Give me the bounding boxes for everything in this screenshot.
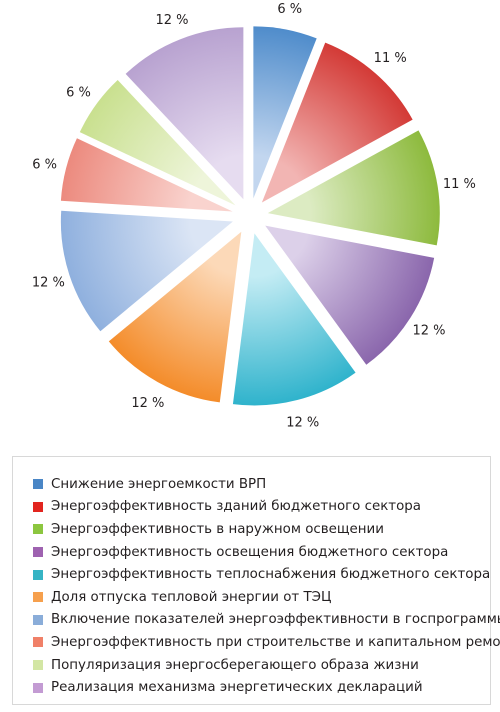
legend-item: Энергоэффективность освещения бюджетного… — [33, 541, 490, 564]
slice-value-label: 6 % — [32, 157, 57, 172]
slice-value-label: 12 % — [286, 415, 319, 430]
legend-label: Энергоэффективность в наружном освещении — [51, 521, 384, 537]
slice-value-label: 12 % — [32, 276, 65, 291]
pie-slice — [265, 225, 435, 365]
pie-slices — [60, 26, 440, 406]
slice-value-label: 12 % — [155, 13, 188, 28]
pie-slice — [232, 233, 356, 406]
slice-value-label: 6 % — [66, 85, 91, 100]
legend-swatch — [33, 592, 43, 603]
pie-slice — [267, 130, 440, 246]
legend-item: Доля отпуска тепловой энергии от ТЭЦ — [33, 586, 490, 609]
legend-item: Популяризация энергосберегающего образа … — [33, 654, 490, 677]
legend-label: Энергоэффективность теплоснабжения бюдже… — [51, 567, 491, 583]
legend-swatch — [33, 501, 43, 512]
slice-value-label: 12 % — [131, 396, 164, 411]
legend-item: Реализация механизма энергетических декл… — [33, 676, 490, 699]
legend-swatch — [33, 637, 43, 648]
legend-item: Энергоэффективность в наружном освещении — [33, 518, 490, 541]
pie-slice — [108, 231, 242, 403]
pie-slice — [261, 42, 413, 203]
legend-swatch — [33, 569, 43, 580]
legend-label: Энергоэффективность зданий бюджетного се… — [51, 499, 422, 515]
legend-label: Реализация механизма энергетических декл… — [51, 680, 423, 696]
legend-swatch — [33, 614, 43, 625]
legend-swatch — [33, 660, 43, 671]
slice-value-label: 12 % — [412, 324, 445, 339]
legend-item: Снижение энергоемкости ВРП — [33, 473, 490, 496]
slice-value-label: 6 % — [277, 2, 302, 17]
pie-slice — [79, 80, 236, 206]
slice-value-label: 11 % — [443, 177, 476, 192]
legend-swatch — [33, 547, 43, 558]
pie-slice — [125, 27, 244, 200]
legend-item: Включение показателей энергоэффективност… — [33, 609, 500, 632]
pie-chart: 6 % 11 % 11 % 12 % 12 % 12 % 12 % 6 % 6 % 12 % — [32, 2, 476, 431]
legend-item: Энергоэффективность зданий бюджетного се… — [33, 496, 490, 519]
legend-label: Популяризация энергосберегающего образа … — [51, 657, 419, 673]
pie-slice — [60, 210, 233, 332]
legend-label: Доля отпуска тепловой энергии от ТЭЦ — [51, 589, 332, 605]
legend-swatch — [33, 682, 43, 693]
legend-label: Снижение энергоемкости ВРП — [51, 476, 267, 492]
slice-value-label: 11 % — [374, 51, 407, 66]
pie-slice — [60, 138, 233, 212]
legend-item: Энергоэффективность при строительстве и … — [33, 631, 500, 654]
legend-label: Энергоэффективность при строительстве и … — [51, 634, 500, 650]
pie-value-labels: 6 % 11 % 11 % 12 % 12 % 12 % 12 % 6 % 6 % 12 % — [32, 2, 476, 431]
legend-swatch — [33, 524, 43, 535]
pie-slice — [253, 26, 317, 199]
legend-swatch — [33, 479, 43, 490]
chart-legend: Снижение энергоемкости ВРП Энергоэффекти… — [12, 456, 500, 705]
legend-label: Включение показателей энергоэффективност… — [51, 612, 500, 628]
legend-item: Энергоэффективность теплоснабжения бюдже… — [33, 563, 490, 586]
legend-label: Энергоэффективность освещения бюджетного… — [51, 544, 449, 560]
